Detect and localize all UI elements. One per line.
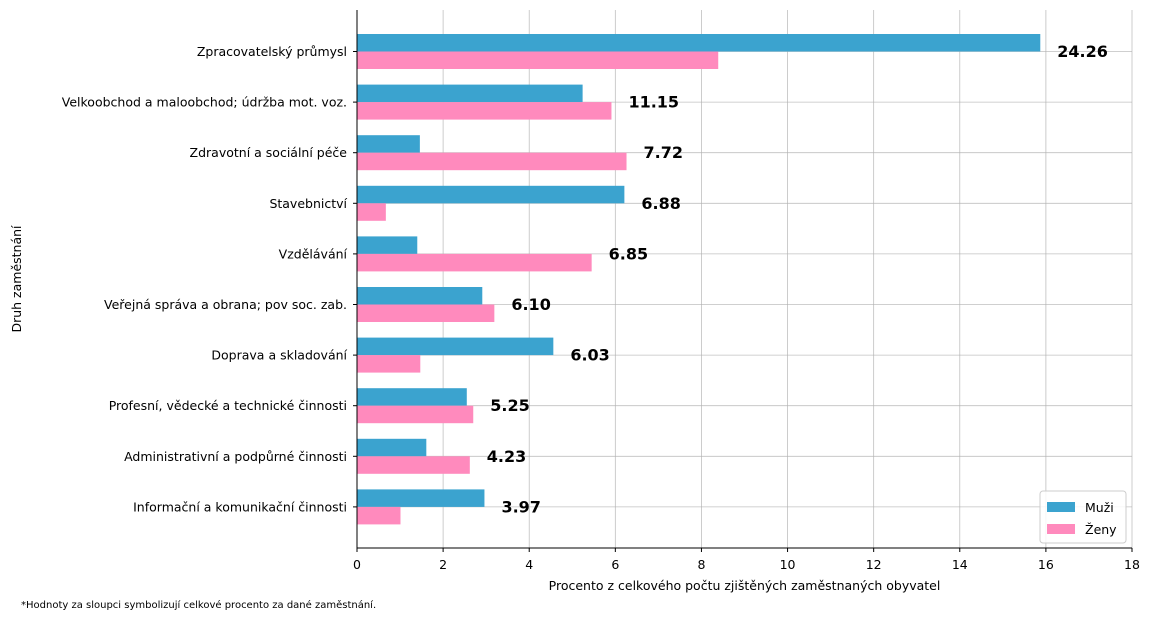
total-label-2: 7.72: [644, 143, 683, 162]
bar-muzi-5: [357, 287, 483, 305]
y-tick-label-2: Zdravotní a sociální péče: [190, 145, 348, 160]
total-label-1: 11.15: [628, 93, 679, 112]
legend-swatch-0: [1047, 502, 1075, 512]
x-tick-label-5: 10: [780, 557, 796, 572]
x-axis-title: Procento z celkového počtu zjištěných za…: [549, 578, 941, 593]
bar-muzi-3: [357, 185, 625, 204]
x-tick-label-8: 16: [1038, 557, 1054, 572]
bar-muzi-9: [357, 489, 485, 507]
bar-muzi-2: [357, 135, 420, 153]
y-tick-label-7: Profesní, vědecké a technické činnosti: [109, 398, 347, 413]
bar-zeny-8: [357, 456, 470, 474]
y-tick-label-4: Vzdělávání: [279, 246, 348, 261]
y-tick-label-1: Velkoobchod a maloobchod; údržba mot. vo…: [62, 95, 347, 110]
x-tick-label-4: 8: [697, 557, 705, 572]
bar-zeny-5: [357, 304, 495, 322]
x-tick-label-2: 4: [525, 557, 533, 572]
total-label-7: 5.25: [490, 396, 529, 415]
y-tick-label-9: Informační a komunikační činnosti: [133, 499, 347, 514]
x-tick-label-6: 12: [866, 557, 882, 572]
x-tick-label-3: 6: [611, 557, 619, 572]
bar-muzi-8: [357, 438, 427, 457]
total-label-6: 6.03: [570, 346, 609, 365]
bar-zeny-6: [357, 355, 421, 373]
total-label-8: 4.23: [487, 447, 526, 466]
bar-zeny-3: [357, 203, 386, 221]
x-tick-label-7: 14: [952, 557, 968, 572]
x-tick-label-1: 2: [439, 557, 447, 572]
total-label-3: 6.88: [641, 194, 680, 213]
bar-muzi-1: [357, 84, 583, 103]
total-label-4: 6.85: [609, 244, 648, 263]
footnote: *Hodnoty za sloupci symbolizují celkové …: [21, 600, 377, 611]
total-label-0: 24.26: [1057, 42, 1108, 61]
bar-muzi-0: [357, 34, 1041, 52]
bar-zeny-0: [357, 51, 719, 69]
y-tick-label-6: Doprava a skladování: [211, 348, 347, 363]
bar-muzi-4: [357, 236, 418, 254]
legend-swatch-1: [1047, 524, 1075, 534]
legend-label-1: Ženy: [1085, 522, 1117, 537]
x-tick-label-9: 18: [1124, 557, 1140, 572]
y-tick-label-0: Zpracovatelský průmysl: [197, 44, 347, 59]
bar-zeny-1: [357, 102, 612, 120]
bar-muzi-6: [357, 337, 554, 356]
y-tick-label-5: Veřejná správa a obrana; pov soc. zab.: [104, 297, 347, 312]
x-tick-label-0: 0: [353, 557, 361, 572]
bar-zeny-4: [357, 253, 592, 272]
legend-label-0: Muži: [1085, 500, 1114, 515]
total-label-9: 3.97: [501, 497, 540, 516]
bar-zeny-2: [357, 152, 627, 171]
total-label-5: 6.10: [511, 295, 550, 314]
y-tick-label-8: Administrativní a podpůrné činnosti: [124, 449, 347, 464]
bar-zeny-7: [357, 405, 474, 424]
bar-muzi-7: [357, 388, 467, 406]
y-tick-label-3: Stavebnictví: [269, 196, 347, 211]
bar-zeny-9: [357, 506, 401, 525]
y-axis-title: Druh zaměstnání: [9, 225, 24, 333]
